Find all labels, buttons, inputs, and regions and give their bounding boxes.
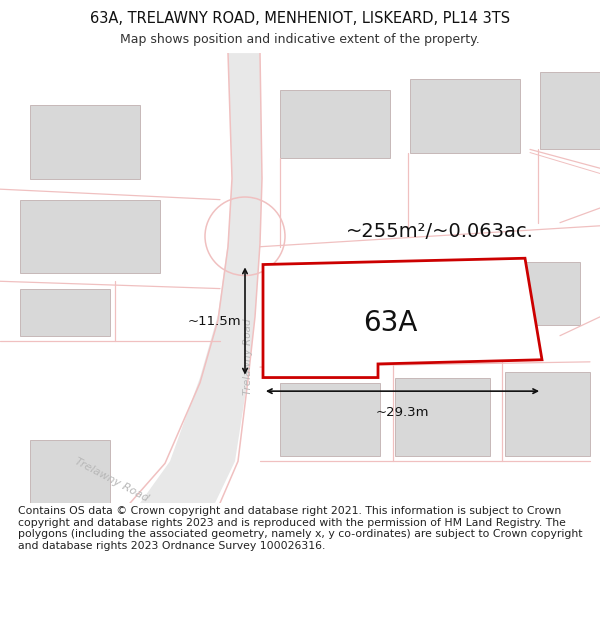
Polygon shape [20,199,160,273]
Polygon shape [263,258,542,378]
Text: 63A: 63A [363,309,417,337]
Polygon shape [410,79,520,152]
Text: Contains OS data © Crown copyright and database right 2021. This information is : Contains OS data © Crown copyright and d… [18,506,583,551]
Text: ~11.5m: ~11.5m [187,314,241,328]
Polygon shape [20,289,110,336]
Text: ~29.3m: ~29.3m [376,406,429,419]
Text: 63A, TRELAWNY ROAD, MENHENIOT, LISKEARD, PL14 3TS: 63A, TRELAWNY ROAD, MENHENIOT, LISKEARD,… [90,11,510,26]
Text: Trelawny Road: Trelawny Road [243,318,253,395]
Polygon shape [540,72,600,149]
Polygon shape [480,262,580,325]
Text: Trelawny Road: Trelawny Road [73,456,151,504]
Polygon shape [280,382,380,456]
Polygon shape [140,53,262,503]
Polygon shape [30,106,140,179]
Polygon shape [30,441,110,503]
Polygon shape [505,372,590,456]
Polygon shape [280,90,390,158]
Text: ~255m²/~0.063ac.: ~255m²/~0.063ac. [346,222,534,241]
Polygon shape [395,378,490,456]
Text: Map shows position and indicative extent of the property.: Map shows position and indicative extent… [120,33,480,46]
